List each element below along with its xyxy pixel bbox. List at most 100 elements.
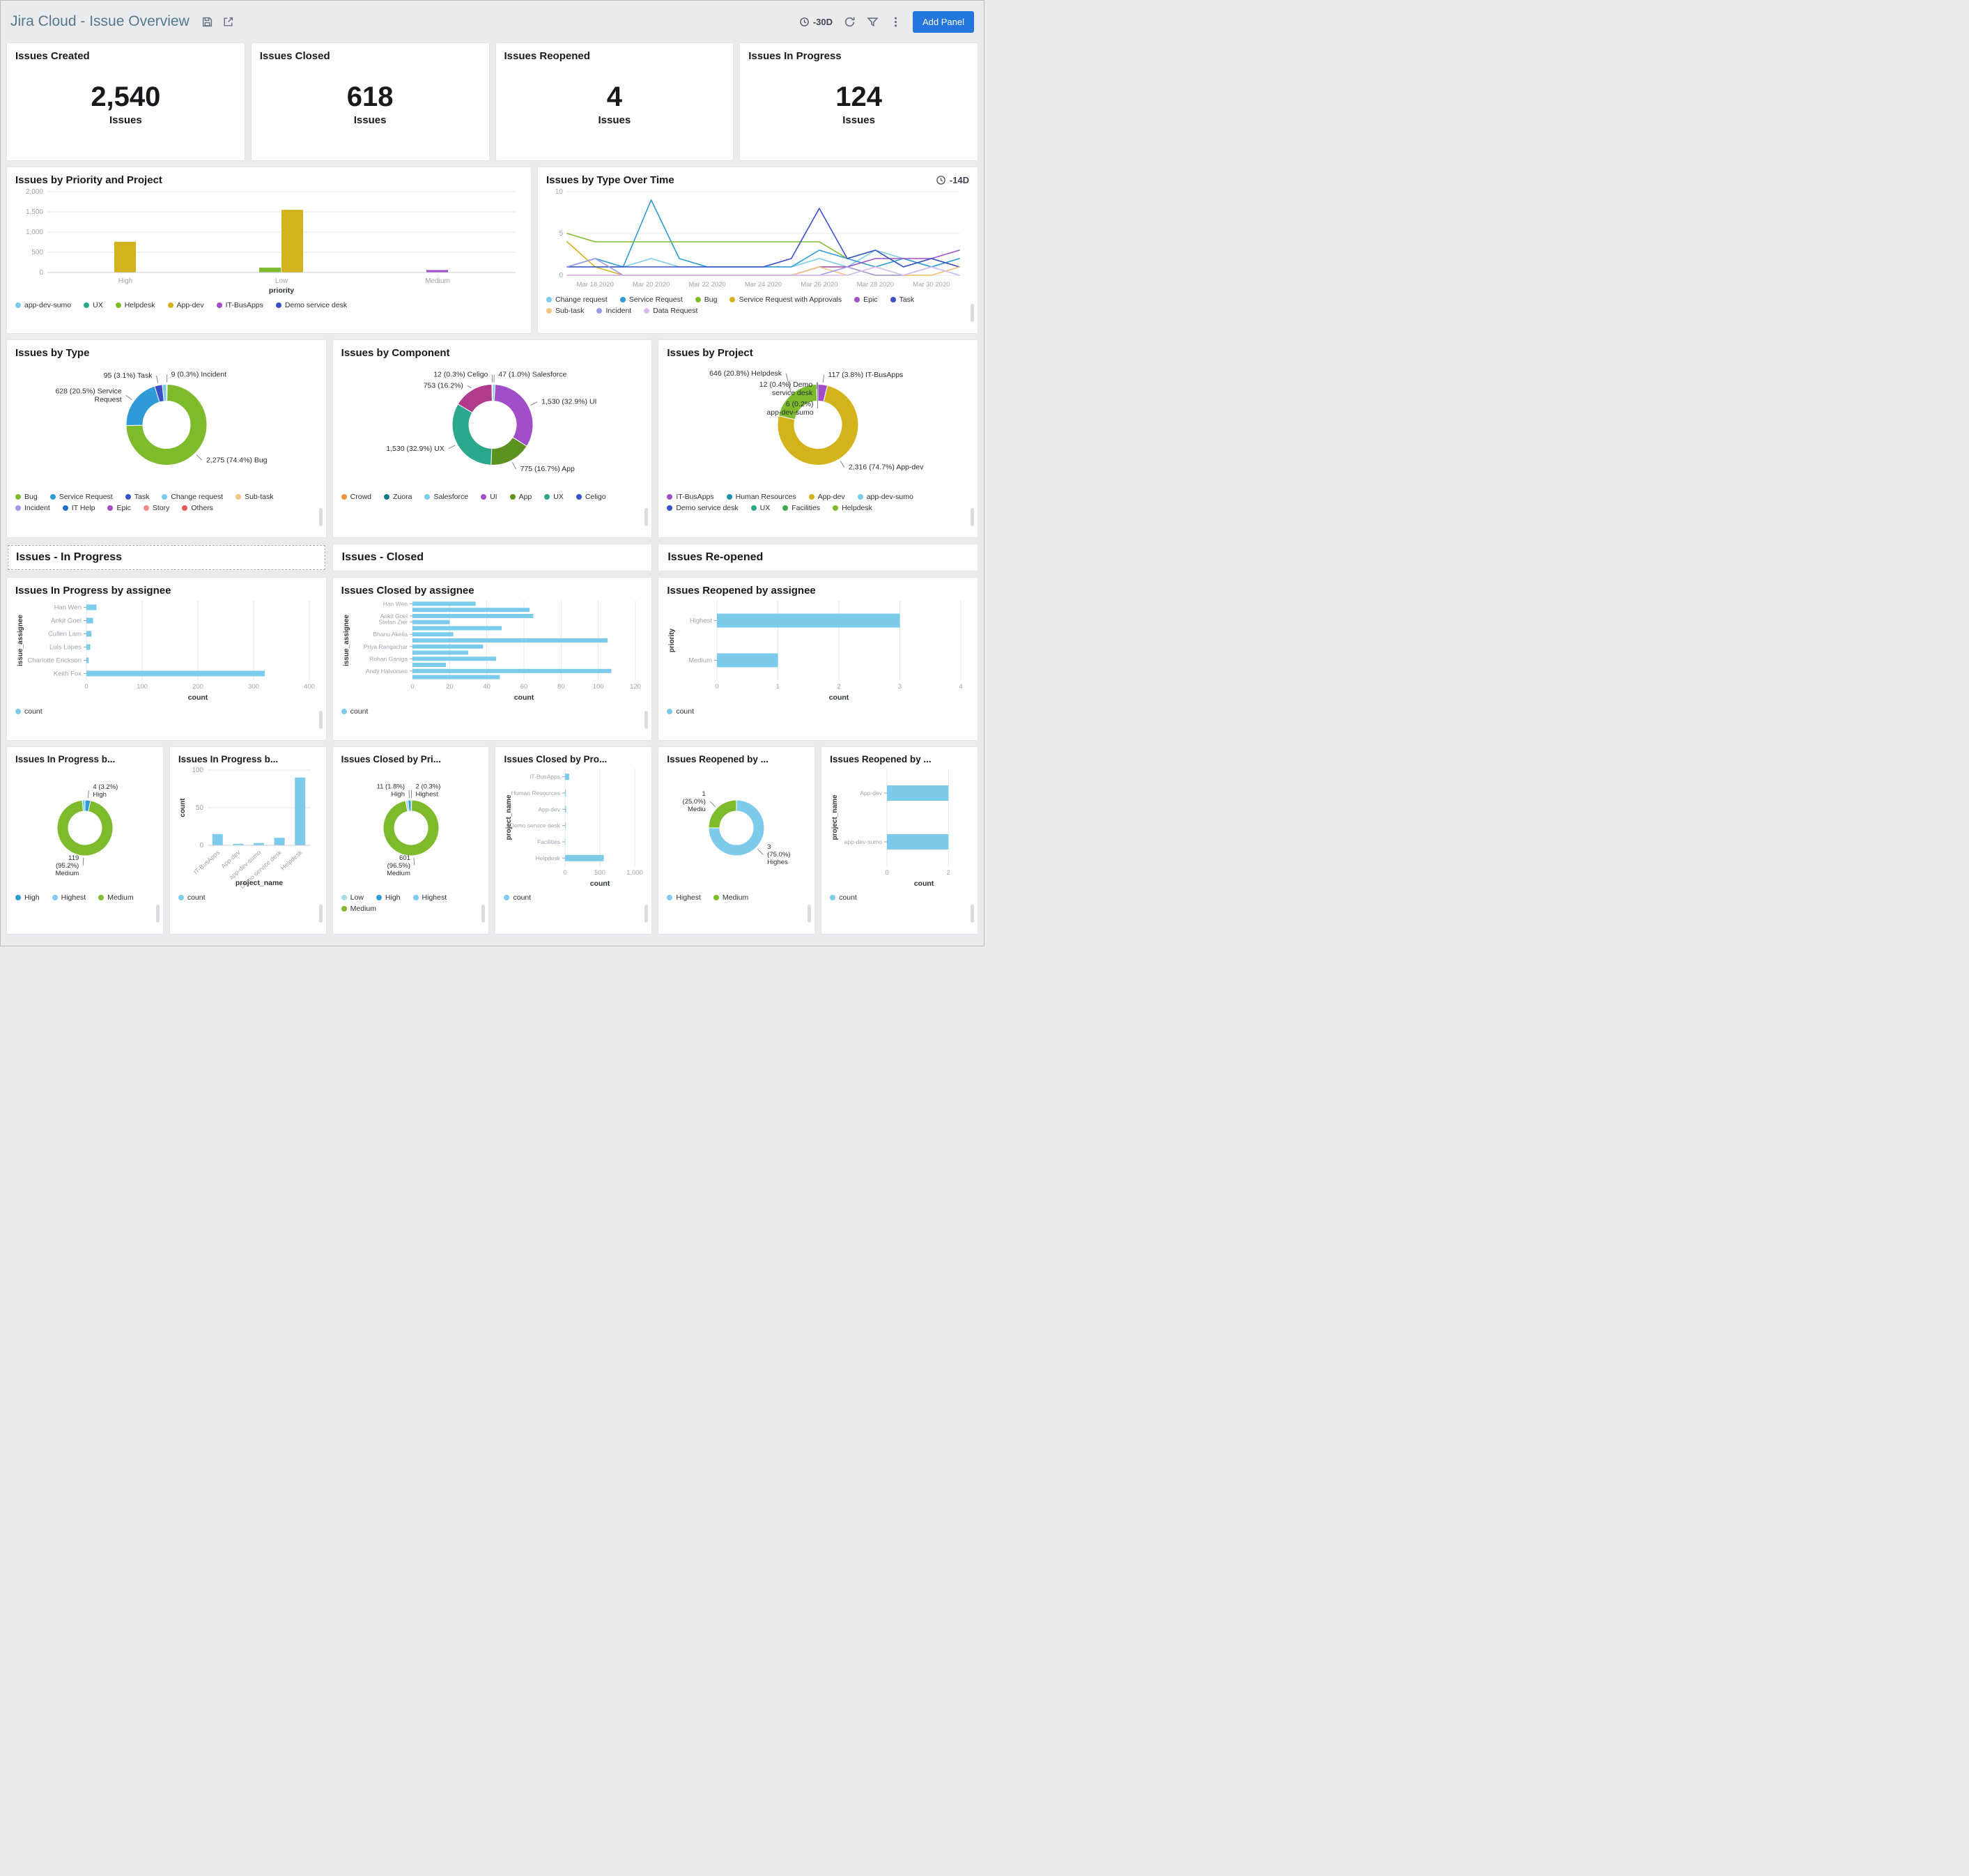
legend-label: count [187, 893, 206, 902]
legend-item[interactable]: count [178, 893, 206, 902]
legend-scrollbar[interactable] [970, 905, 974, 923]
legend-item[interactable]: Human Resources [726, 493, 796, 501]
legend-item[interactable]: IT-BusApps [216, 301, 263, 309]
legend-item[interactable]: count [830, 893, 857, 902]
legend-swatch [729, 297, 736, 302]
legend-scrollbar[interactable] [318, 508, 323, 526]
legend-item[interactable]: Demo service desk [275, 301, 347, 309]
legend-item[interactable]: App-dev [808, 493, 845, 501]
legend-item[interactable]: Low [341, 893, 364, 902]
time-range-control[interactable]: -30D [799, 17, 833, 27]
legend-label: Change request [171, 493, 224, 501]
section-issues-in-progress[interactable]: Issues - In Progress [6, 544, 327, 571]
legend-item[interactable]: App [509, 493, 532, 501]
legend-item[interactable]: UX [84, 301, 103, 309]
legend-item[interactable]: Highest [52, 893, 86, 902]
share-icon[interactable] [222, 16, 234, 28]
panel-in-progress-by-project: Issues In Progress b... 0 50 100 IT-BusApps… [169, 746, 327, 935]
legend-item[interactable]: Crowd [341, 493, 371, 501]
legend-scrollbar[interactable] [318, 711, 323, 729]
save-icon[interactable] [201, 16, 213, 28]
legend-item[interactable]: Celigo [576, 493, 606, 501]
legend-scrollbar[interactable] [971, 304, 974, 322]
svg-text:Ankit Goel: Ankit Goel [380, 613, 407, 620]
panel-issues-in-progress: Issues In Progress 124 Issues [739, 43, 978, 161]
filter-icon[interactable] [867, 16, 879, 28]
legend-label: IT-BusApps [676, 493, 714, 501]
legend-item[interactable]: Incident [15, 504, 50, 512]
legend-item[interactable]: Task [890, 295, 914, 304]
section-title: Issues - Closed [341, 551, 424, 563]
legend-item[interactable]: Highest [667, 893, 701, 902]
legend-item[interactable]: Sub-task [235, 493, 274, 501]
charts-row-4: Issues In Progress b... 4 (3.2%) High 119(… [6, 746, 978, 935]
chart-svg: 3(75.0%)Highes 1(25.0%)Mediu [683, 790, 791, 866]
legend-item[interactable]: UX [544, 493, 564, 501]
chart-svg: 050100IT-BusAppsApp-devapp-dev-sumoDemo … [179, 767, 311, 890]
svg-text:2: 2 [837, 683, 841, 691]
legend-item[interactable]: Medium [341, 905, 376, 913]
legend-item[interactable]: app-dev-sumo [857, 493, 913, 501]
legend-item[interactable]: UI [481, 493, 497, 501]
kebab-menu-icon[interactable] [890, 16, 902, 28]
svg-text:Mar 20 2020: Mar 20 2020 [633, 281, 670, 289]
add-panel-button[interactable]: Add Panel [913, 10, 974, 33]
legend-item[interactable]: count [667, 707, 694, 716]
legend-scrollbar[interactable] [644, 905, 649, 923]
section-issues-closed[interactable]: Issues - Closed [332, 544, 653, 571]
legend-item[interactable]: Service Request [49, 493, 113, 501]
svg-text:4: 4 [959, 683, 963, 691]
legend-item[interactable]: Bug [15, 493, 38, 501]
legend-item[interactable]: Change request [546, 295, 608, 304]
legend-item[interactable]: High [15, 893, 40, 902]
legend-item[interactable]: App-dev [167, 301, 204, 309]
legend-item[interactable]: High [376, 893, 401, 902]
legend-item[interactable]: Service Request with Approvals [729, 295, 842, 304]
legend-item[interactable]: Salesforce [424, 493, 468, 501]
section-issues-reopened[interactable]: Issues Re-opened [658, 544, 979, 571]
svg-text:0: 0 [559, 272, 563, 279]
legend-item[interactable]: UX [750, 504, 770, 512]
legend-item[interactable]: app-dev-sumo [15, 301, 71, 309]
legend-item[interactable]: Bug [695, 295, 717, 304]
legend-scrollbar[interactable] [644, 711, 649, 729]
legend-scrollbar[interactable] [971, 508, 975, 526]
legend-item[interactable]: Medium [713, 893, 748, 902]
svg-text:628 (20.5%) Service: 628 (20.5%) Service [55, 387, 121, 395]
legend-item[interactable]: Epic [854, 295, 878, 304]
legend-item[interactable]: Incident [596, 307, 631, 315]
chart-legend: count [178, 889, 318, 902]
legend-item[interactable]: Data Request [644, 307, 697, 315]
legend-item[interactable]: Helpdesk [833, 504, 872, 512]
panel-time-range-control[interactable]: -14D [936, 175, 969, 185]
legend-item[interactable]: Highest [412, 893, 447, 902]
legend-scrollbar[interactable] [155, 905, 160, 923]
legend-item[interactable]: count [504, 893, 531, 902]
legend-item[interactable]: Medium [98, 893, 134, 902]
legend-item[interactable]: IT Help [62, 504, 95, 512]
legend-scrollbar[interactable] [318, 905, 323, 923]
legend-item[interactable]: Epic [107, 504, 131, 512]
legend-scrollbar[interactable] [808, 905, 812, 923]
legend-item[interactable]: Service Request [619, 295, 683, 304]
legend-label: Medium [722, 893, 749, 902]
legend-scrollbar[interactable] [481, 905, 486, 923]
legend-item[interactable]: Helpdesk [115, 301, 155, 309]
legend-item[interactable]: Demo service desk [667, 504, 739, 512]
refresh-icon[interactable] [844, 16, 856, 28]
legend-item[interactable]: Facilities [782, 504, 820, 512]
legend-item[interactable]: Change request [162, 493, 223, 501]
chart-legend: IT-BusApps Human Resources App-dev app-dev-… [667, 488, 969, 512]
legend-item[interactable]: count [15, 707, 43, 716]
legend-scrollbar[interactable] [644, 508, 649, 526]
legend-item[interactable]: Sub-task [546, 307, 584, 315]
panel-title-row: Issues by Type Over Time -14D [546, 174, 969, 186]
legend-item[interactable]: count [341, 707, 368, 716]
legend-item[interactable]: Zuora [384, 493, 412, 501]
panel-title: Issues Closed by Pri... [341, 754, 441, 764]
legend-item[interactable]: Story [143, 504, 169, 512]
legend-item[interactable]: IT-BusApps [667, 493, 714, 501]
legend-item[interactable]: Others [182, 504, 213, 512]
legend-label: Crowd [350, 493, 372, 501]
legend-item[interactable]: Task [125, 493, 149, 501]
